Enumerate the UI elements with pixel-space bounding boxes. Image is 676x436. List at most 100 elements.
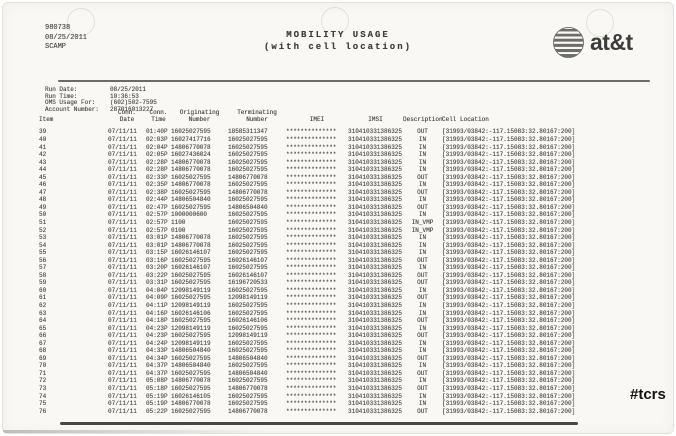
- run-date-value: 08/25/2011: [110, 86, 147, 93]
- cell-originating-number: 16025027595: [171, 173, 211, 181]
- cell-terminating-number: 12098149119: [228, 294, 268, 302]
- cell-description: IN: [418, 362, 427, 370]
- cell-conn-time: 03:22P: [146, 271, 168, 279]
- cell-imsi: 310410331386325: [348, 400, 403, 408]
- cell-originating-number: 16026146106: [171, 309, 211, 317]
- cell-imsi: 310410331386325: [348, 347, 403, 355]
- cell-cell-location: [31993/03842:-117.15083:32.80167:200]: [442, 347, 576, 355]
- footer-divider-line: [60, 422, 578, 425]
- cell-imei: **************: [286, 392, 337, 400]
- table-row: 53 07/11/11 03:01P 14806770078 16025027595 **…: [39, 234, 653, 242]
- cell-imsi: 310410331386325: [348, 188, 403, 196]
- cell-imsi: 310410331386325: [348, 369, 403, 377]
- cell-item: 41: [39, 143, 47, 151]
- cell-imsi: 310410331386325: [348, 218, 403, 226]
- cell-imsi: 310410331386325: [348, 158, 403, 166]
- cell-cell-location: [31993/03842:-117.15083:32.80167:200]: [442, 264, 576, 272]
- cell-item: 44: [39, 166, 47, 174]
- run-info-line: Account Number: 287016013227: [45, 106, 157, 114]
- cell-item: 66: [39, 332, 47, 340]
- cell-imei: **************: [286, 188, 337, 196]
- cell-imsi: 310410331386325: [348, 309, 403, 317]
- cell-description: IN: [418, 135, 427, 143]
- table-row: 49 07/11/11 02:47P 16025027595 14806504840 **…: [39, 204, 653, 212]
- cell-conn-time: 05:19P: [146, 400, 168, 408]
- cell-imsi: 310410331386325: [348, 143, 403, 151]
- cell-originating-number: 16025027595: [171, 317, 211, 325]
- cell-description: OUT: [417, 173, 428, 181]
- cell-conn-time: 02:35P: [146, 181, 168, 189]
- cell-conn-date: 07/11/11: [108, 339, 137, 347]
- cell-originating-number: 16026146107: [171, 249, 211, 257]
- cell-conn-time: 03:20P: [146, 264, 168, 272]
- table-body: 39 07/11/11 01:40P 16025027595 18585311347 **…: [39, 128, 653, 415]
- cell-conn-date: 07/11/11: [108, 407, 137, 415]
- usage-for-value: (602)502-7595: [110, 99, 157, 107]
- cell-imsi: 310410331386325: [348, 294, 403, 302]
- table-row: 65 07/11/11 04:23P 12098149119 16025027595 **…: [39, 325, 653, 333]
- cell-item: 72: [39, 377, 47, 385]
- cell-imsi: 310410331386325: [348, 332, 403, 340]
- cell-cell-location: [31993/03842:-117.15083:32.80167:200]: [442, 158, 576, 166]
- cell-description: IN: [418, 151, 427, 159]
- table-row: 47 07/11/11 02:38P 16025027595 14806770078 **…: [39, 189, 653, 197]
- cell-originating-number: 16027436024: [171, 151, 211, 159]
- cell-imei: **************: [286, 301, 337, 309]
- cell-item: 43: [39, 158, 47, 166]
- cell-terminating-number: 14806770078: [228, 188, 268, 196]
- cell-imei: **************: [286, 369, 337, 377]
- cell-imei: **************: [286, 362, 337, 370]
- cell-originating-number: 12098149119: [171, 339, 211, 347]
- cell-terminating-number: 12098149119: [228, 332, 268, 340]
- cell-description: OUT: [417, 128, 428, 136]
- cell-imsi: 310410331386325: [348, 317, 403, 325]
- cell-conn-date: 07/11/11: [108, 196, 137, 204]
- cell-conn-time: 04:34P: [146, 354, 168, 362]
- cell-terminating-number: 14806504840: [228, 354, 268, 362]
- cell-conn-time: 04:23P: [146, 332, 168, 340]
- table-row: 63 07/11/11 04:16P 16026146106 16025027595 **…: [39, 310, 653, 318]
- cell-imei: **************: [286, 385, 337, 392]
- run-info-block: Run Date: 08/25/2011 Run Time: 10:36:53 OM…: [45, 86, 157, 114]
- cell-terminating-number: 16026146107: [228, 271, 268, 279]
- report-title-line2: (with cell location): [263, 41, 413, 52]
- cell-imei: **************: [286, 135, 337, 143]
- run-date-label: Run Date:: [45, 86, 78, 93]
- cell-conn-time: 04:04P: [146, 286, 168, 294]
- cell-description: IN: [418, 158, 427, 166]
- cell-description: IN: [418, 249, 427, 257]
- column-header-originating-number: Originating Number: [179, 109, 220, 123]
- cell-description: OUT: [417, 407, 428, 415]
- cell-conn-time: 01:40P: [146, 128, 168, 136]
- cell-originating-number: 14806504840: [171, 347, 211, 355]
- cell-conn-date: 07/11/11: [108, 377, 137, 385]
- cell-cell-location: [31993/03842:-117.15083:32.80167:200]: [442, 271, 576, 279]
- cell-cell-location: [31993/03842:-117.15083:32.80167:200]: [442, 317, 576, 325]
- cell-conn-date: 07/11/11: [108, 385, 137, 392]
- cell-conn-time: 03:01P: [146, 241, 168, 249]
- cell-item: 57: [39, 264, 47, 272]
- cell-originating-number: 14806770078: [171, 234, 211, 242]
- cell-imei: **************: [286, 332, 337, 340]
- reference-date: 08/25/2011: [45, 33, 88, 42]
- cell-originating-number: 14806770078: [171, 166, 211, 174]
- cell-terminating-number: 14806770078: [228, 385, 268, 392]
- cell-originating-number: 1000000600: [171, 211, 208, 219]
- cell-description: OUT: [417, 332, 428, 340]
- cell-cell-location: [31993/03842:-117.15083:32.80167:200]: [442, 377, 576, 385]
- cell-conn-time: 03:01P: [146, 234, 168, 242]
- cell-imsi: 310410331386325: [348, 377, 403, 385]
- cell-imei: **************: [286, 249, 337, 257]
- cell-description: OUT: [417, 203, 428, 211]
- cell-imsi: 310410331386325: [348, 362, 403, 370]
- cell-conn-time: 02:57P: [146, 226, 168, 234]
- cell-description: OUT: [417, 354, 428, 362]
- cell-conn-date: 07/11/11: [108, 226, 137, 234]
- cell-imsi: 310410331386325: [348, 234, 403, 242]
- cell-terminating-number: 16025027595: [228, 324, 268, 332]
- cell-imsi: 310410331386325: [348, 339, 403, 347]
- cell-conn-date: 07/11/11: [108, 234, 137, 242]
- cell-conn-time: 05:19P: [146, 392, 168, 400]
- cell-originating-number: 16027417716: [171, 135, 211, 143]
